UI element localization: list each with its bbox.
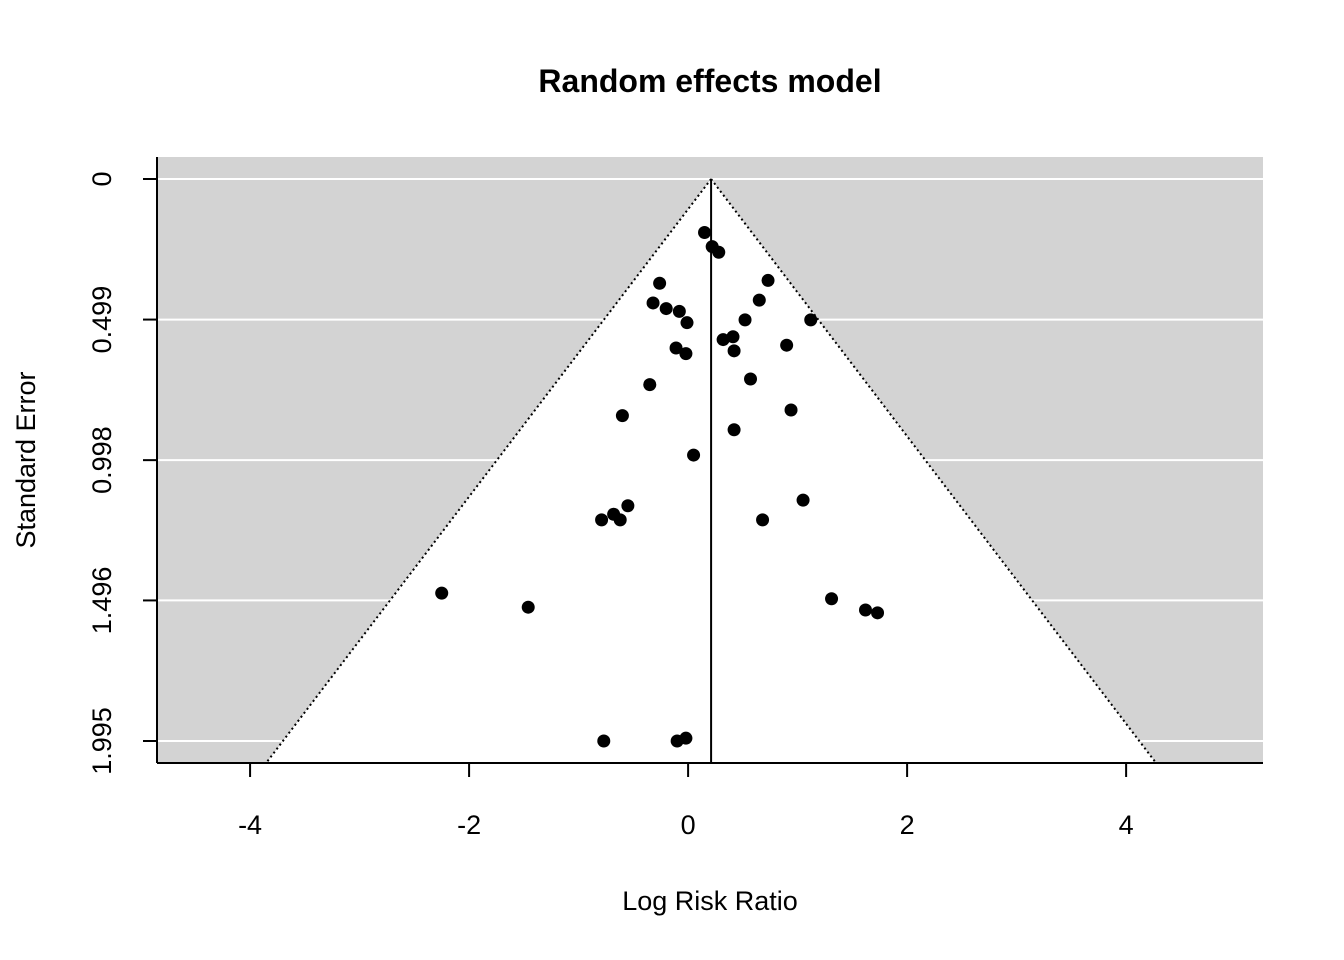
data-point bbox=[727, 344, 741, 358]
data-point bbox=[679, 731, 693, 745]
data-point bbox=[669, 341, 683, 355]
y-axis-label: Standard Error bbox=[11, 371, 41, 548]
data-point bbox=[804, 313, 818, 327]
data-point bbox=[858, 603, 872, 617]
data-point bbox=[784, 403, 798, 417]
data-point bbox=[761, 273, 775, 287]
data-point bbox=[680, 316, 694, 330]
data-point bbox=[738, 313, 752, 327]
data-point bbox=[716, 333, 730, 347]
y-tick-label: 0.499 bbox=[87, 286, 117, 354]
x-axis-ticks: -4 -2 0 2 4 bbox=[238, 763, 1134, 840]
data-point bbox=[712, 245, 726, 259]
data-point bbox=[744, 372, 758, 386]
data-point bbox=[595, 513, 609, 527]
data-point bbox=[727, 423, 741, 437]
x-tick-label: 0 bbox=[681, 810, 696, 840]
data-point bbox=[613, 513, 627, 527]
data-point bbox=[752, 293, 766, 307]
data-point bbox=[597, 734, 611, 748]
data-point bbox=[621, 499, 635, 513]
data-point bbox=[796, 493, 810, 507]
y-tick-label: 0 bbox=[87, 171, 117, 186]
x-axis-label: Log Risk Ratio bbox=[622, 886, 798, 916]
data-point bbox=[726, 330, 740, 344]
data-point bbox=[659, 302, 673, 316]
data-points bbox=[435, 226, 885, 748]
chart-title: Random effects model bbox=[538, 63, 881, 99]
data-point bbox=[687, 448, 701, 462]
data-point bbox=[871, 606, 885, 620]
data-point bbox=[756, 513, 770, 527]
data-point bbox=[435, 586, 449, 600]
data-point bbox=[521, 600, 535, 614]
x-tick-label: -4 bbox=[238, 810, 262, 840]
y-axis-ticks: 0 0.499 0.998 1.496 1.995 bbox=[87, 171, 157, 775]
x-tick-label: 4 bbox=[1119, 810, 1134, 840]
x-tick-label: -2 bbox=[457, 810, 481, 840]
data-point bbox=[825, 592, 839, 606]
funnel-right-boundary bbox=[710, 178, 1157, 764]
y-tick-label: 1.496 bbox=[87, 567, 117, 635]
funnel-left-boundary bbox=[265, 178, 712, 764]
data-point bbox=[646, 296, 660, 310]
y-tick-label: 0.998 bbox=[87, 426, 117, 494]
data-point bbox=[679, 347, 693, 361]
y-tick-label: 1.995 bbox=[87, 707, 117, 775]
data-point bbox=[672, 304, 686, 318]
data-point bbox=[698, 226, 712, 240]
x-tick-label: 2 bbox=[900, 810, 915, 840]
data-point bbox=[615, 409, 629, 423]
data-point bbox=[780, 338, 794, 352]
data-point bbox=[643, 378, 657, 392]
data-point bbox=[653, 276, 667, 290]
